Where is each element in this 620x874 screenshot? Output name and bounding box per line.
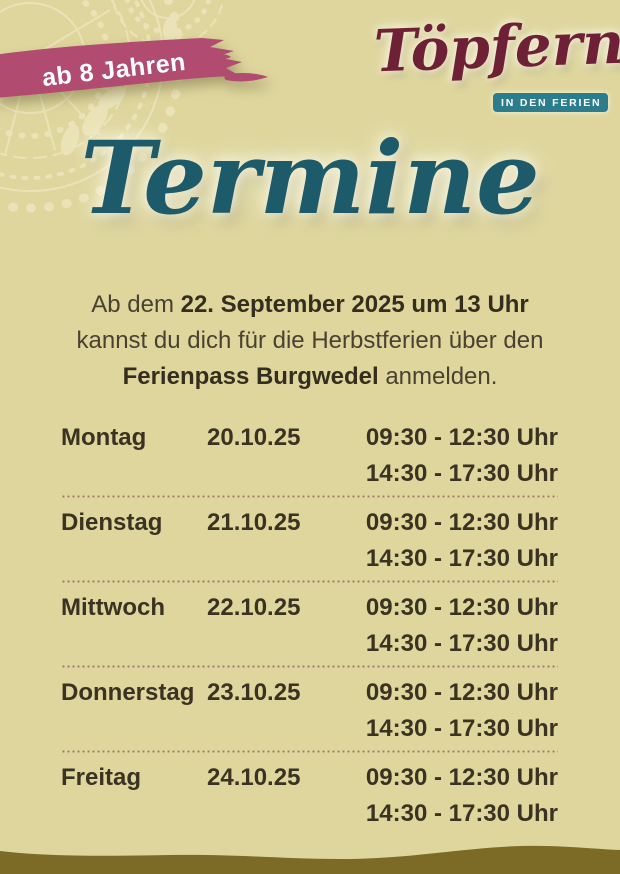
times-cell: 09:30 - 12:30 Uhr 14:30 - 17:30 Uhr: [350, 675, 558, 747]
time-slot-morning: 09:30 - 12:30 Uhr: [365, 764, 558, 791]
dotted-separator: [61, 580, 558, 583]
table-row: Dienstag 21.10.25 09:30 - 12:30 Uhr 14:3…: [61, 505, 558, 577]
time-slot-afternoon: 14:30 - 17:30 Uhr: [365, 460, 558, 487]
time-slot-afternoon: 14:30 - 17:30 Uhr: [365, 715, 558, 742]
dotted-separator: [61, 665, 558, 668]
day-cell: Mittwoch: [61, 594, 165, 621]
date-cell: 24.10.25: [207, 764, 301, 791]
day-cell: Donnerstag: [61, 679, 195, 706]
date-cell: 22.10.25: [207, 594, 301, 621]
time-slot-morning: 09:30 - 12:30 Uhr: [365, 424, 558, 451]
day-cell: Montag: [61, 424, 147, 451]
intro-line-2: kannst du dich für die Herbstferien über…: [76, 327, 544, 354]
time-slot-morning: 09:30 - 12:30 Uhr: [365, 509, 558, 536]
times-cell: 09:30 - 12:30 Uhr 14:30 - 17:30 Uhr: [350, 590, 558, 662]
time-slot-afternoon: 14:30 - 17:30 Uhr: [365, 630, 558, 657]
schedule-table: Montag 20.10.25 09:30 - 12:30 Uhr 14:30 …: [61, 420, 558, 832]
date-cell: 23.10.25: [207, 679, 301, 706]
table-row: Montag 20.10.25 09:30 - 12:30 Uhr 14:30 …: [61, 420, 558, 492]
times-cell: 09:30 - 12:30 Uhr 14:30 - 17:30 Uhr: [350, 505, 558, 577]
time-slot-morning: 09:30 - 12:30 Uhr: [365, 594, 558, 621]
table-row: Mittwoch 22.10.25 09:30 - 12:30 Uhr 14:3…: [61, 590, 558, 662]
time-slot-afternoon: 14:30 - 17:30 Uhr: [365, 800, 558, 827]
logo-subtitle-badge: IN DEN FERIEN: [493, 93, 609, 112]
dotted-separator: [61, 750, 558, 753]
bottom-wave-decoration: [0, 845, 620, 874]
date-cell: 21.10.25: [207, 509, 301, 536]
time-slot-afternoon: 14:30 - 17:30 Uhr: [365, 545, 558, 572]
times-cell: 09:30 - 12:30 Uhr 14:30 - 17:30 Uhr: [350, 760, 558, 832]
dotted-separator: [61, 495, 558, 498]
table-row: Donnerstag 23.10.25 09:30 - 12:30 Uhr 14…: [61, 675, 558, 747]
page-title: Termine: [80, 119, 540, 237]
time-slot-morning: 09:30 - 12:30 Uhr: [365, 679, 558, 706]
times-cell: 09:30 - 12:30 Uhr 14:30 - 17:30 Uhr: [350, 420, 558, 492]
logo-title: Töpfern: [372, 8, 620, 86]
intro-line-3: Ferienpass Burgwedel anmelden.: [122, 363, 498, 390]
table-row: Freitag 24.10.25 09:30 - 12:30 Uhr 14:30…: [61, 760, 558, 832]
day-cell: Freitag: [61, 764, 142, 791]
age-banner-brush: [0, 38, 268, 98]
intro-line-1: Ab dem 22. September 2025 um 13 Uhr: [91, 291, 529, 318]
intro-paragraph: Ab dem 22. September 2025 um 13 Uhr kann…: [0, 287, 620, 395]
date-cell: 20.10.25: [207, 424, 301, 451]
day-cell: Dienstag: [61, 509, 163, 536]
